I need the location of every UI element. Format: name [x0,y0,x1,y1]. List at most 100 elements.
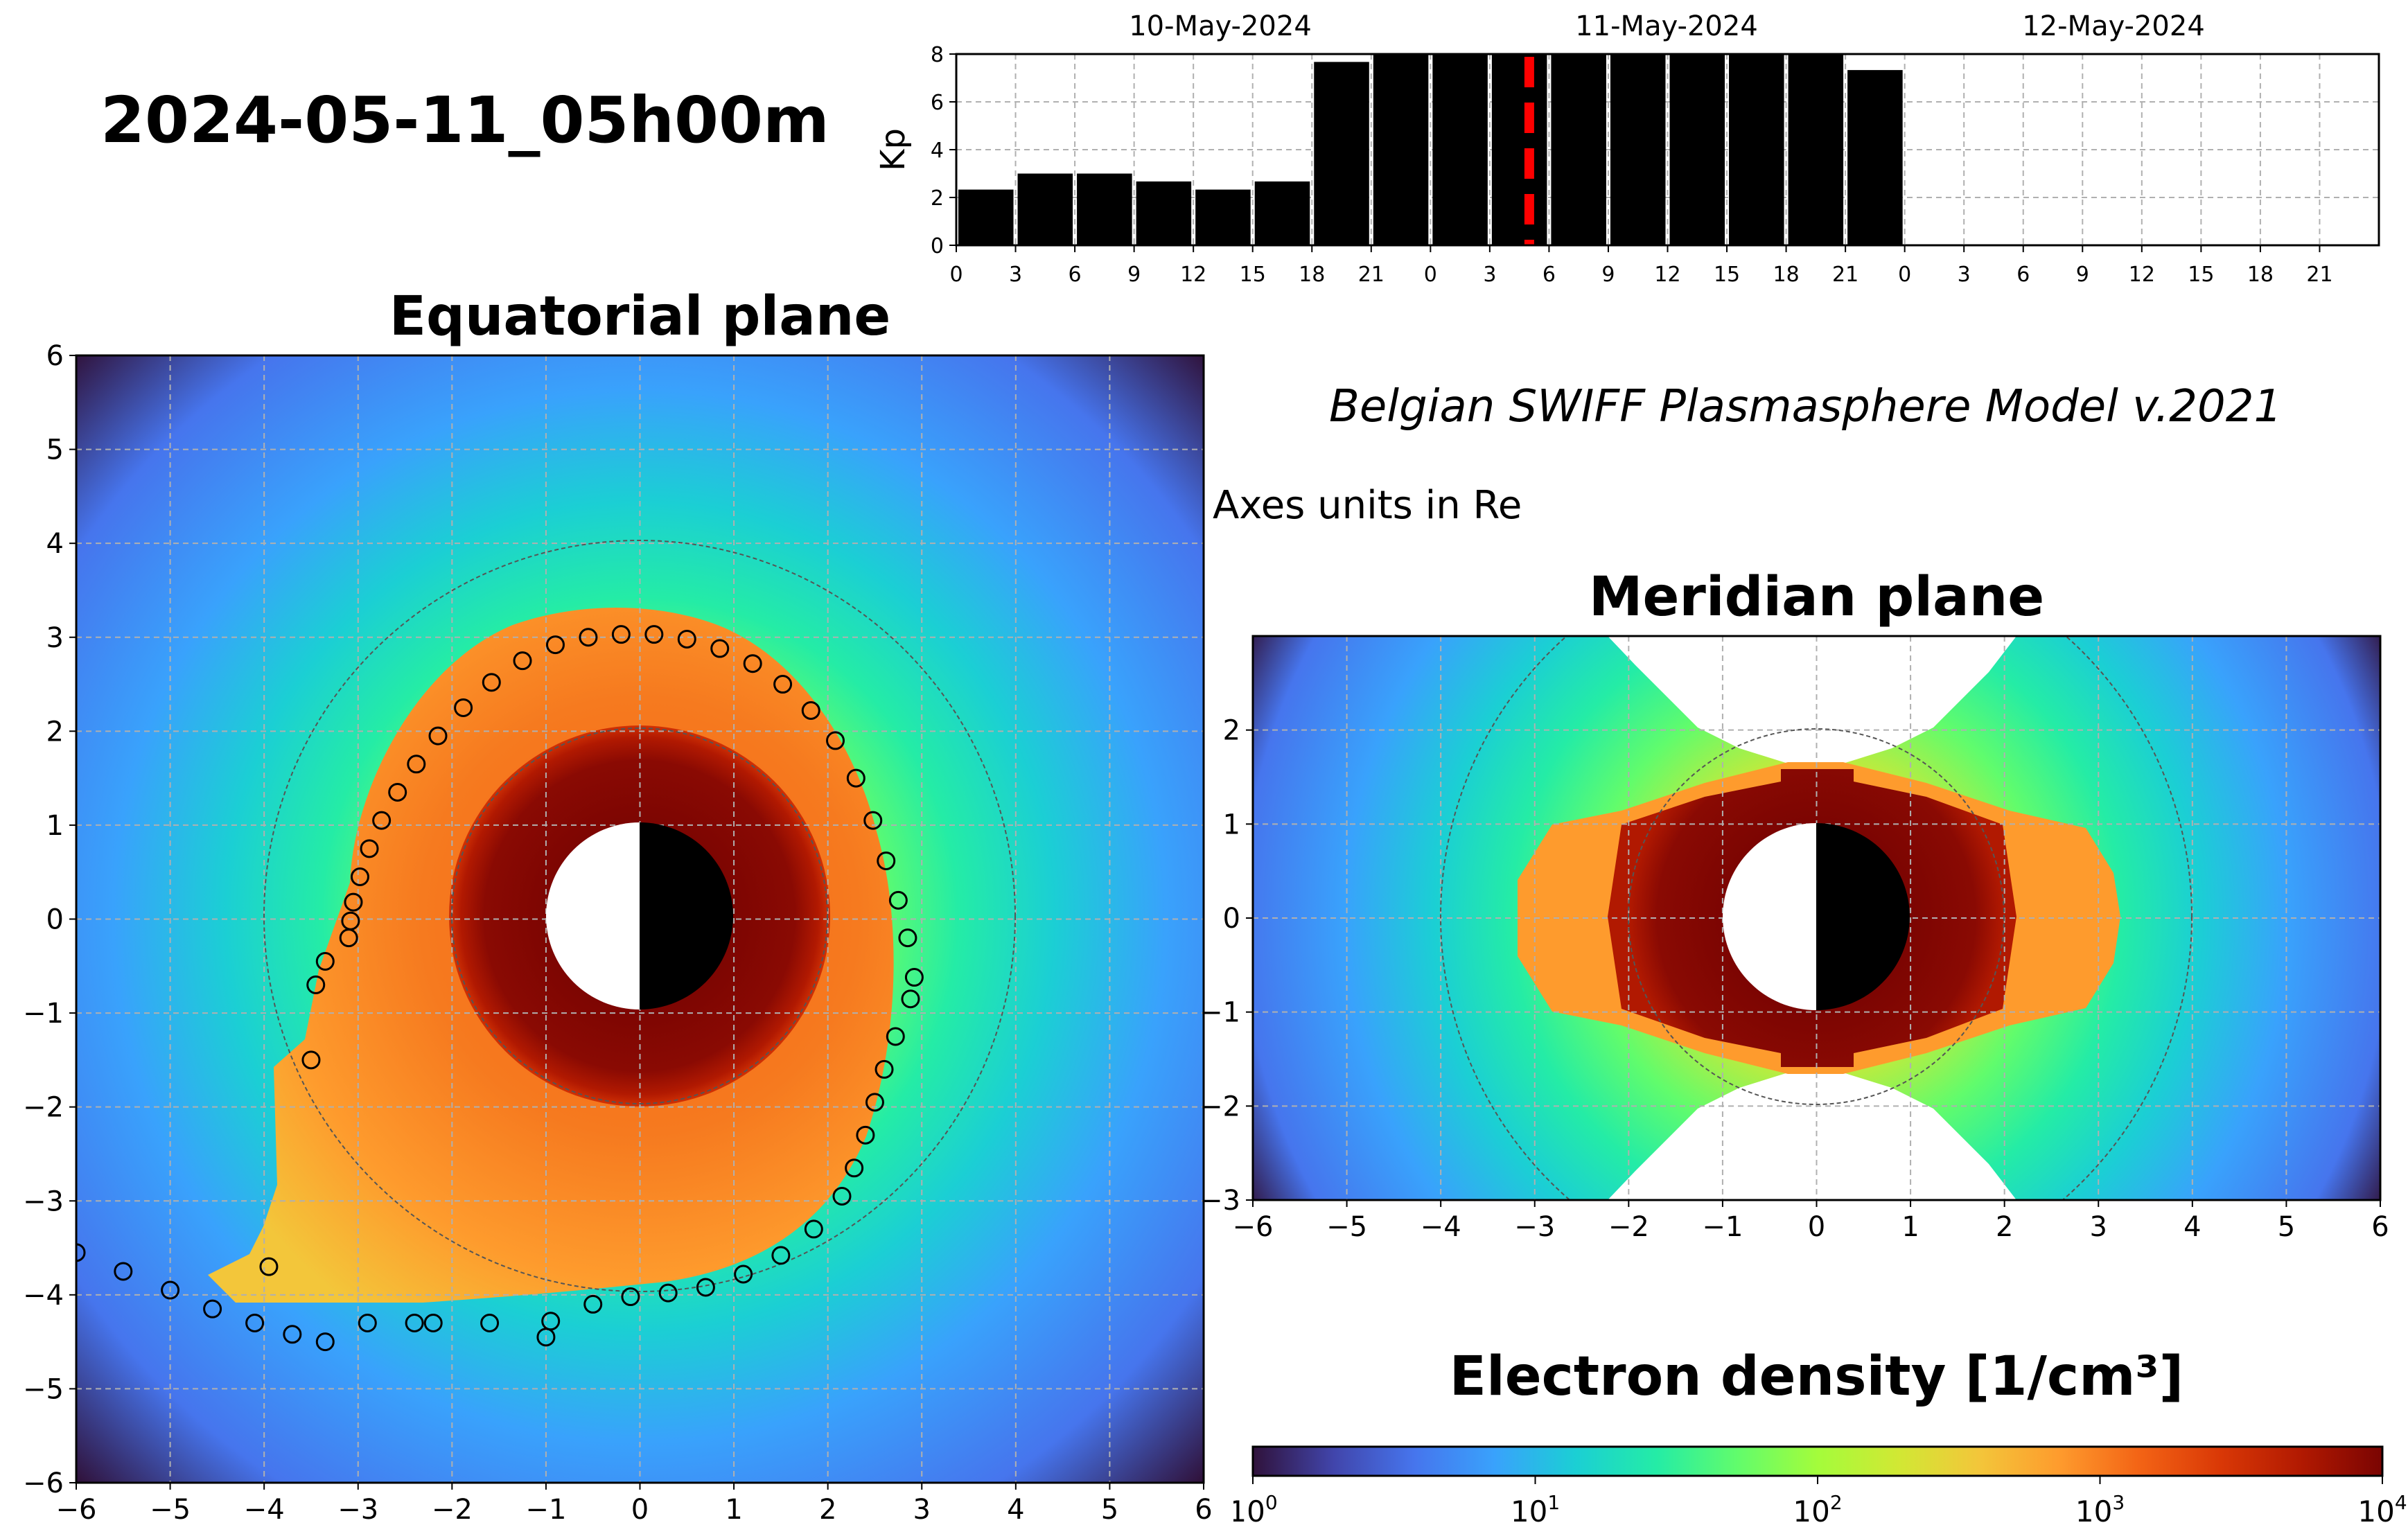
kp-x-tick-label: 12 [2129,263,2155,287]
kp-x-tick-label: 6 [2016,263,2030,287]
eq-y-tick-label: 1 [46,810,64,842]
kp-bar [1314,62,1369,245]
kp-date-label-3: 12-May-2024 [2022,10,2205,42]
eq-y-tick-label: 3 [46,622,64,654]
meridian-void-bottom [1608,1067,2016,1200]
plasmapause-marker [423,1314,443,1333]
kp-date-label-2: 11-May-2024 [1575,10,1758,42]
kp-bar [1847,70,1903,246]
plasmapause-marker [203,1299,222,1319]
mer-y-tick-label: 2 [1223,715,1240,747]
mer-x-tick-label: 0 [1808,1211,1825,1243]
kp-x-tick-label: 21 [2306,263,2332,287]
kp-y-tick-label: 8 [931,43,944,67]
plasmapause-marker [644,625,664,644]
plasmapause-marker [76,1243,86,1262]
eq-x-tick-label: 0 [631,1494,649,1526]
kp-bar [1136,181,1192,245]
plasmapause-marker [513,651,532,671]
mer-y-tick-label: 0 [1223,903,1240,935]
mer-x-tick-label: 2 [1996,1211,2013,1243]
plasmapause-marker [901,989,920,1009]
kp-x-tick-label: 18 [1773,263,1799,287]
meridian-title: Meridian plane [1588,566,2045,628]
plasmapause-marker [405,1314,424,1333]
plasmapause-marker [771,1246,791,1265]
equatorial-chart: −6 −5 −4 −3 −2 −1 0 1 2 3 4 5 6 6 5 4 3 2 1 0 −1 −2 −3 −4 −5 −6 [23,340,1213,1526]
kp-x-tick-label: 9 [2076,263,2089,287]
eq-y-tick-label: 0 [46,904,64,936]
mer-y-tick-label: −2 [1199,1091,1240,1122]
kp-x-tick-label: 6 [1069,263,1082,287]
equatorial-ticks: −6 −5 −4 −3 −2 −1 0 1 2 3 4 5 6 6 5 4 3 2 1 0 −1 −2 −3 −4 −5 −6 [23,340,1213,1526]
kp-x-tick-label: 18 [2247,263,2274,287]
units-note: Axes units in Re [1213,483,1522,528]
plasmapause-marker [832,1186,852,1206]
mer-x-tick-label: −4 [1421,1211,1461,1243]
kp-bar [1491,54,1547,245]
kp-x-tick-label: 3 [1009,263,1022,287]
mer-x-tick-label: 1 [1901,1211,1919,1243]
kp-bar [1788,54,1844,245]
kp-bar [1729,54,1784,245]
plasmapause-marker [259,1257,279,1276]
plasmapause-marker [245,1314,265,1333]
plasmapause-marker [283,1325,302,1344]
eq-y-tick-label: −4 [23,1280,64,1312]
reference-circle-4re [263,540,1016,1292]
kp-x-tick-label: 3 [1483,263,1496,287]
eq-y-tick-label: −5 [23,1373,64,1405]
eq-y-tick-label: −6 [23,1467,64,1499]
meridian-ticks: −6 −5 −4 −3 −2 −1 0 1 2 3 4 5 6 2 1 0 −1 −2 −3 [1199,715,2389,1243]
mer-x-tick-label: 5 [2278,1211,2295,1243]
eq-x-tick-label: 4 [1007,1494,1024,1526]
eq-y-tick-label: 2 [46,716,64,748]
plasmapause-marker [696,1278,715,1297]
eq-x-tick-label: −3 [337,1494,378,1526]
mer-y-tick-label: 1 [1223,809,1240,840]
equatorial-title: Equatorial plane [389,285,891,348]
plasmapause-marker [315,952,335,971]
meridian-reference-circle-4re [1440,636,2192,1200]
kp-date-label-1: 10-May-2024 [1129,10,1312,42]
colorbar-bar [1251,1445,2384,1477]
mer-x-tick-label: −2 [1608,1211,1649,1243]
plasmapause-marker [350,867,369,886]
kp-grid [956,54,2379,245]
plasmapause-marker [428,726,448,746]
plasmapause-marker [545,635,565,655]
kp-y-tick-label: 6 [931,91,944,115]
eq-y-tick-label: −3 [23,1185,64,1217]
plasmapause-marker [845,1158,864,1178]
eq-y-tick-label: 6 [46,340,64,372]
plasmapause-marker [886,1027,905,1046]
kp-y-tick-label: 2 [931,186,944,211]
plasmapause-marker [773,675,793,694]
kp-bar [1017,173,1073,245]
kp-x-tick-label: 0 [949,263,963,287]
kp-x-tick-label: 15 [1714,263,1740,287]
plasmapause-marker [846,768,865,788]
kp-x-tick-label: 15 [1240,263,1266,287]
kp-x-tick-label: 18 [1299,263,1325,287]
eq-y-tick-label: −1 [23,998,64,1030]
colorbar-tick-label: 104 [2357,1491,2407,1528]
kp-bar [1610,54,1666,245]
plasmapause-marker [344,892,363,912]
kp-x-tick-label: 21 [1832,263,1858,287]
mer-x-tick-label: 3 [2090,1211,2107,1243]
plasmapause-marker [114,1262,133,1281]
model-name: Belgian SWIFF Plasmasphere Model v.2021 [1329,381,2283,432]
kp-x-tick-label: 12 [1180,263,1206,287]
kp-bar [1432,54,1488,245]
kp-y-axis-label: Kp [874,128,913,171]
meridian-reference-circle-2re [1628,728,2005,1105]
mer-x-tick-label: 4 [2183,1211,2201,1243]
colorbar-tick-label: 100 [1233,1491,1278,1528]
plasmapause-marker [677,629,696,649]
mer-x-tick-label: −1 [1702,1211,1743,1243]
kp-bar [1254,181,1310,245]
plasmapause-marker [536,1328,556,1347]
plasmapause-marker [341,911,360,931]
plasmapause-markers [76,625,924,1352]
